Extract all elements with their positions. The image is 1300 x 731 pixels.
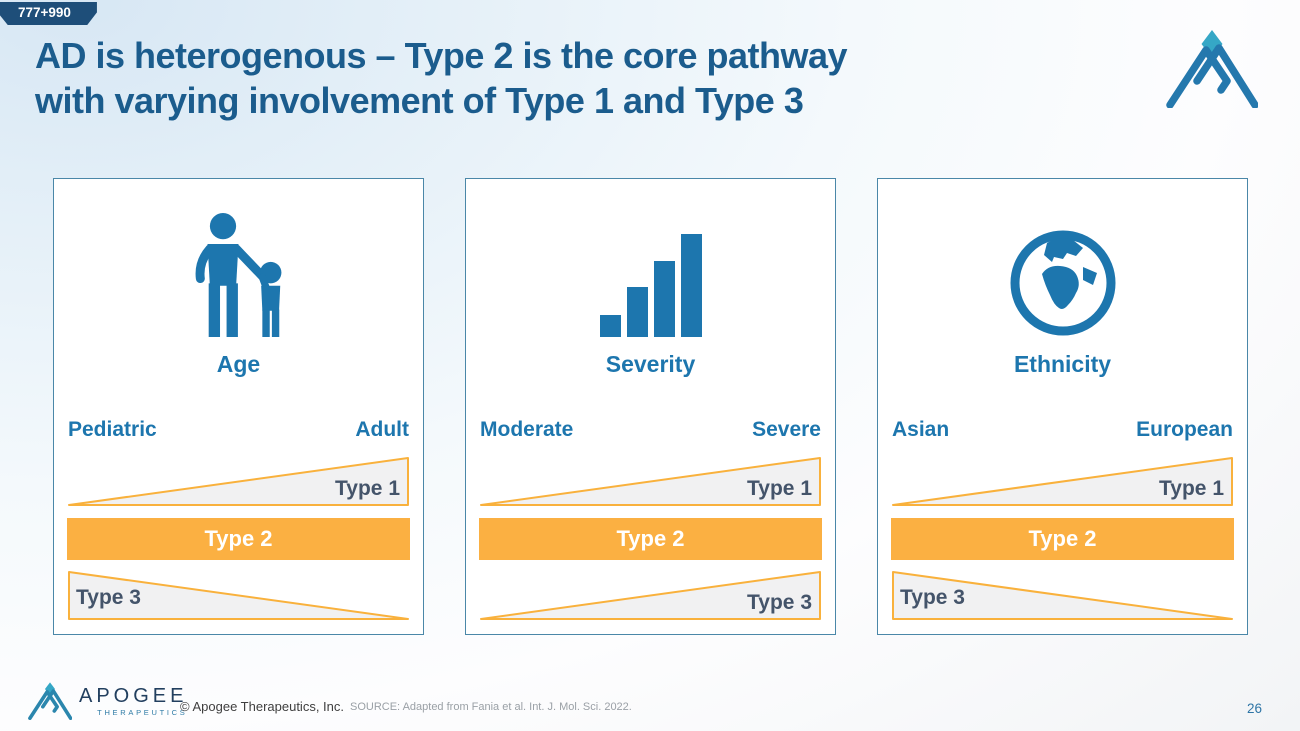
footer-logo: APOGEE THERAPEUTICS xyxy=(28,682,187,720)
card-ethnicity-title: Ethnicity xyxy=(1013,351,1112,377)
apogee-logo-icon xyxy=(1166,30,1258,108)
slide-title-line1: AD is heterogenous – Type 2 is the core … xyxy=(35,35,848,76)
type1-label: Type 1 xyxy=(747,477,812,500)
page-number: 26 xyxy=(1246,701,1262,716)
slide-title: AD is heterogenous – Type 2 is the core … xyxy=(35,33,848,123)
type3-rise-triangle xyxy=(479,571,822,620)
type1-band: Type 1 xyxy=(479,455,822,507)
logo-right-peak xyxy=(1193,44,1258,108)
cards-row: Age Pediatric Adult Type 1 Type 2 Type 3 xyxy=(53,178,1248,635)
copyright-text: © Apogee Therapeutics, Inc. xyxy=(180,699,344,714)
type3-fall-triangle xyxy=(891,571,1234,620)
type3-label: Type 3 xyxy=(76,586,141,609)
study-badge: 777+990 xyxy=(0,2,97,25)
type3-band: Type 3 xyxy=(891,569,1234,621)
slide-title-line2: with varying involvement of Type 1 and T… xyxy=(35,80,804,121)
type2-band: Type 2 xyxy=(67,518,410,560)
logo-left-peak xyxy=(1166,46,1231,108)
type1-rise-triangle xyxy=(67,457,410,506)
apogee-footer-mark-icon xyxy=(28,682,72,720)
card-ethnicity-icon-wrap xyxy=(878,211,1247,337)
endpoint-right-label: Adult xyxy=(355,418,409,441)
card-severity-icon-wrap xyxy=(466,211,835,337)
type2-label: Type 2 xyxy=(204,526,273,551)
type3-label: Type 3 xyxy=(900,586,965,609)
type1-label: Type 1 xyxy=(335,477,400,500)
type2-band: Type 2 xyxy=(479,518,822,560)
type1-band: Type 1 xyxy=(891,455,1234,507)
type1-band: Type 1 xyxy=(67,455,410,507)
card-ethnicity: Ethnicity Asian European Type 1 Type 2 T… xyxy=(877,178,1248,635)
type3-band: Type 3 xyxy=(67,569,410,621)
endpoint-right-label: Severe xyxy=(752,418,821,441)
type1-label: Type 1 xyxy=(1159,477,1224,500)
card-severity: Severity Moderate Severe Type 1 Type 2 T… xyxy=(465,178,836,635)
type3-fall-triangle xyxy=(67,571,410,620)
card-ethnicity-endpoints: Asian European xyxy=(892,418,1233,442)
type3-label: Type 3 xyxy=(747,591,812,614)
brand-name: APOGEE xyxy=(79,684,188,707)
apogee-wordmark: APOGEE THERAPEUTICS xyxy=(79,686,187,717)
adult-child-icon xyxy=(195,213,282,337)
brand-subtitle: THERAPEUTICS xyxy=(97,707,188,717)
endpoint-left-label: Asian xyxy=(892,418,950,441)
endpoint-left-label: Pediatric xyxy=(68,418,157,441)
type3-band: Type 3 xyxy=(479,569,822,621)
card-age-endpoints: Pediatric Adult xyxy=(68,418,409,442)
card-age-title: Age xyxy=(216,351,261,377)
type2-band: Type 2 xyxy=(891,518,1234,560)
endpoint-left-label: Moderate xyxy=(480,418,574,441)
type1-rise-triangle xyxy=(891,457,1234,506)
endpoint-right-label: European xyxy=(1136,418,1233,441)
card-severity-title: Severity xyxy=(605,351,696,377)
type1-rise-triangle xyxy=(479,457,822,506)
ascending-bars-icon xyxy=(599,234,702,337)
card-severity-endpoints: Moderate Severe xyxy=(480,418,821,442)
source-text: SOURCE: Adapted from Fania et al. Int. J… xyxy=(350,701,632,713)
type2-label: Type 2 xyxy=(616,526,685,551)
globe-icon xyxy=(1010,230,1115,336)
type2-label: Type 2 xyxy=(1028,526,1097,551)
card-age: Age Pediatric Adult Type 1 Type 2 Type 3 xyxy=(53,178,424,635)
card-age-icon-wrap xyxy=(54,211,423,337)
